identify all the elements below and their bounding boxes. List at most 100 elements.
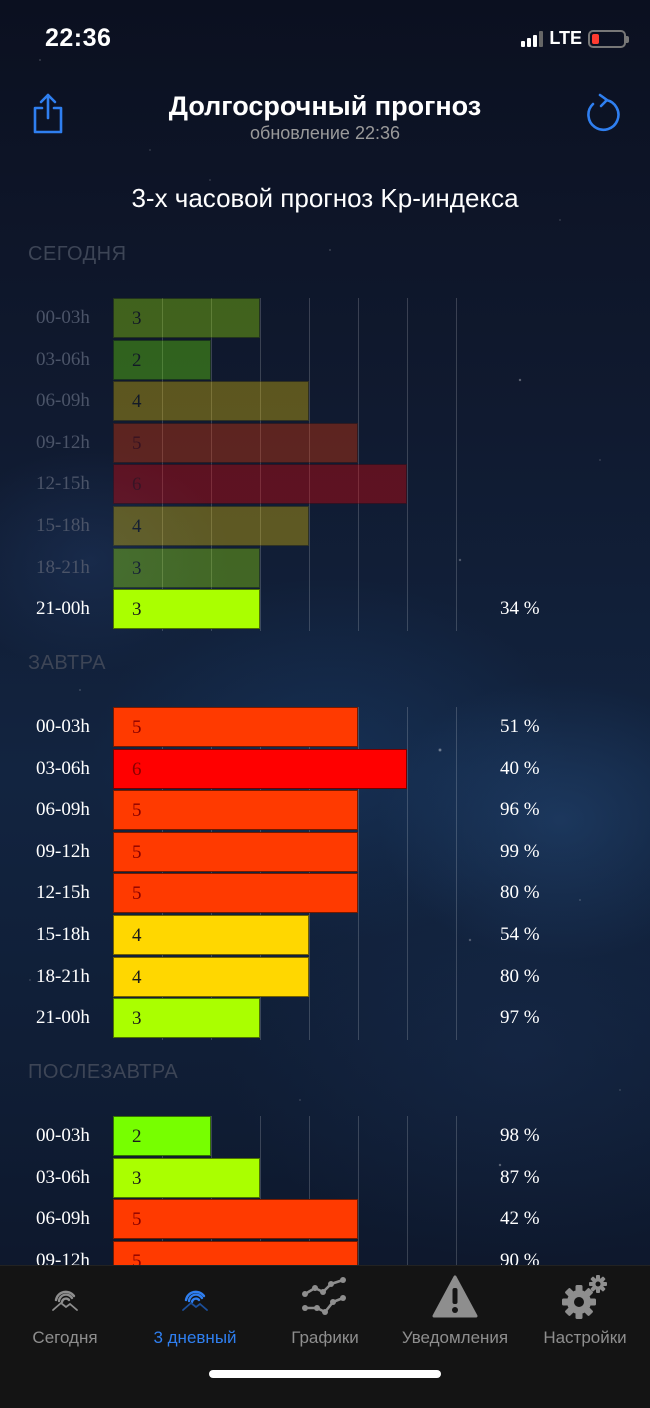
time-range-label: 18-21h: [36, 965, 90, 987]
kp-value: 5: [132, 800, 142, 822]
nav-header: Долгосрочный прогноз обновление 22:36: [0, 85, 650, 145]
gridline: [358, 298, 359, 631]
forecast-row: 15-18h 4: [0, 506, 650, 548]
kp-value: 3: [132, 557, 142, 579]
battery-icon: [588, 29, 629, 48]
refresh-button[interactable]: [580, 91, 624, 135]
kp-bar: 4: [113, 956, 309, 997]
kp-value: 4: [132, 966, 142, 988]
time-range-label: 06-09h: [36, 1208, 90, 1230]
kp-value: 2: [132, 1126, 142, 1147]
probability-value: 90 %: [500, 1249, 540, 1265]
tab-notifications[interactable]: Уведомления: [390, 1274, 520, 1354]
probability-value: 80 %: [500, 882, 540, 904]
forecast-section-2: 00-03h 2 98 % 03-06h 3 87 % 06-09h 5 42 % 09-12h 5…: [0, 1116, 650, 1265]
forecast-row: 06-09h 5 42 %: [0, 1199, 650, 1241]
kp-value: 4: [132, 391, 142, 413]
tab-charts[interactable]: Графики: [260, 1274, 390, 1354]
forecast-row: 15-18h 4 54 %: [0, 915, 650, 957]
charts-icon: [302, 1277, 346, 1315]
forecast-section-1: 00-03h 5 51 % 03-06h 6 40 % 06-09h 5 96 % 09-12h 5…: [0, 707, 650, 1040]
probability-value: 42 %: [500, 1208, 540, 1230]
forecast-row: 00-03h 3: [0, 298, 650, 340]
time-range-label: 06-09h: [36, 390, 90, 412]
gridline: [456, 298, 457, 631]
signal-icon: [521, 30, 544, 47]
gridline: [456, 707, 457, 1040]
section-label-day-after: ПОСЛЕЗАВТРА: [28, 1061, 179, 1083]
time-range-label: 09-12h: [36, 840, 90, 862]
page-title: Долгосрочный прогноз: [168, 91, 482, 121]
tab-label: Сегодня: [32, 1328, 98, 1347]
tab-bar: Сегодня 3 дневный Графики: [0, 1265, 650, 1408]
time-range-label: 18-21h: [36, 556, 90, 578]
gridline: [162, 298, 163, 631]
section-label-tomorrow: ЗАВТРА: [28, 652, 106, 674]
time-range-label: 06-09h: [36, 799, 90, 821]
tab-label: 3 дневный: [153, 1328, 237, 1347]
time-range-label: 00-03h: [36, 1125, 90, 1146]
tab-label: Уведомления: [401, 1328, 509, 1347]
forecast-row: 03-06h 2: [0, 339, 650, 382]
kp-bar: 6: [113, 464, 407, 505]
time-range-label: 12-15h: [36, 473, 90, 495]
gridline: [456, 1116, 457, 1265]
kp-value: 2: [132, 349, 142, 371]
home-indicator: [209, 1370, 441, 1378]
kp-bar: 5: [113, 873, 358, 914]
time-range-label: 03-06h: [36, 348, 90, 370]
probability-value: 99 %: [500, 840, 540, 862]
kp-bar: 5: [113, 1240, 358, 1265]
forecast-row: 12-15h 6: [0, 464, 650, 506]
probability-value: 96 %: [500, 799, 540, 821]
probability-value: 40 %: [500, 757, 540, 779]
time-range-label: 09-12h: [36, 1249, 90, 1265]
time-range-label: 03-06h: [36, 1166, 90, 1188]
kp-value: 5: [132, 1209, 142, 1231]
kp-value: 5: [132, 1250, 142, 1265]
kp-value: 5: [132, 432, 142, 454]
time-range-label: 21-00h: [36, 1007, 90, 1029]
kp-bar: 5: [113, 1199, 358, 1240]
time-range-label: 00-03h: [36, 716, 90, 737]
forecast-row: 00-03h 5 51 %: [0, 707, 650, 749]
kp-value: 3: [132, 599, 142, 621]
kp-value: 4: [132, 516, 142, 537]
forecast-row: 06-09h 5 96 %: [0, 790, 650, 832]
share-icon: [33, 93, 63, 134]
time-range-label: 21-00h: [36, 598, 90, 620]
time-range-label: 12-15h: [36, 882, 90, 904]
forecast-section-0: 00-03h 3 03-06h 2 06-09h 4 09-12h 5 12-15h 6 15-18…: [0, 298, 650, 631]
forecast-row: 18-21h 4 80 %: [0, 956, 650, 999]
status-time: 22:36: [45, 24, 112, 52]
gridline: [260, 1116, 261, 1265]
gridline: [309, 298, 310, 631]
probability-value: 80 %: [500, 965, 540, 987]
kp-bar: 4: [113, 506, 309, 546]
kp-bar: 3: [113, 298, 260, 338]
time-range-label: 15-18h: [36, 515, 90, 536]
network-type: LTE: [549, 28, 582, 48]
share-button[interactable]: [26, 91, 70, 135]
forecast-row: 18-21h 3: [0, 547, 650, 590]
kp-value: 5: [132, 841, 142, 863]
kp-bar: 5: [113, 707, 358, 747]
tab-today[interactable]: Сегодня: [0, 1274, 130, 1354]
forecast-row: 06-09h 4: [0, 381, 650, 423]
gridline: [358, 707, 359, 1040]
tab-3-day[interactable]: 3 дневный: [130, 1274, 260, 1354]
gridline: [407, 298, 408, 631]
kp-bar: 2: [113, 1116, 211, 1156]
forecast-row: 09-12h 5 99 %: [0, 831, 650, 874]
tab-label: Графики: [291, 1328, 359, 1347]
forecast-row: 09-12h 5 90 %: [0, 1240, 650, 1265]
gridline: [211, 298, 212, 631]
gridline: [407, 707, 408, 1040]
tab-settings[interactable]: Настройки: [520, 1274, 650, 1354]
kp-bar: 6: [113, 748, 407, 789]
probability-value: 87 %: [500, 1166, 540, 1188]
probability-value: 54 %: [500, 924, 540, 945]
gridline: [407, 1116, 408, 1265]
kp-value: 3: [132, 1008, 142, 1030]
probability-value: 97 %: [500, 1007, 540, 1029]
